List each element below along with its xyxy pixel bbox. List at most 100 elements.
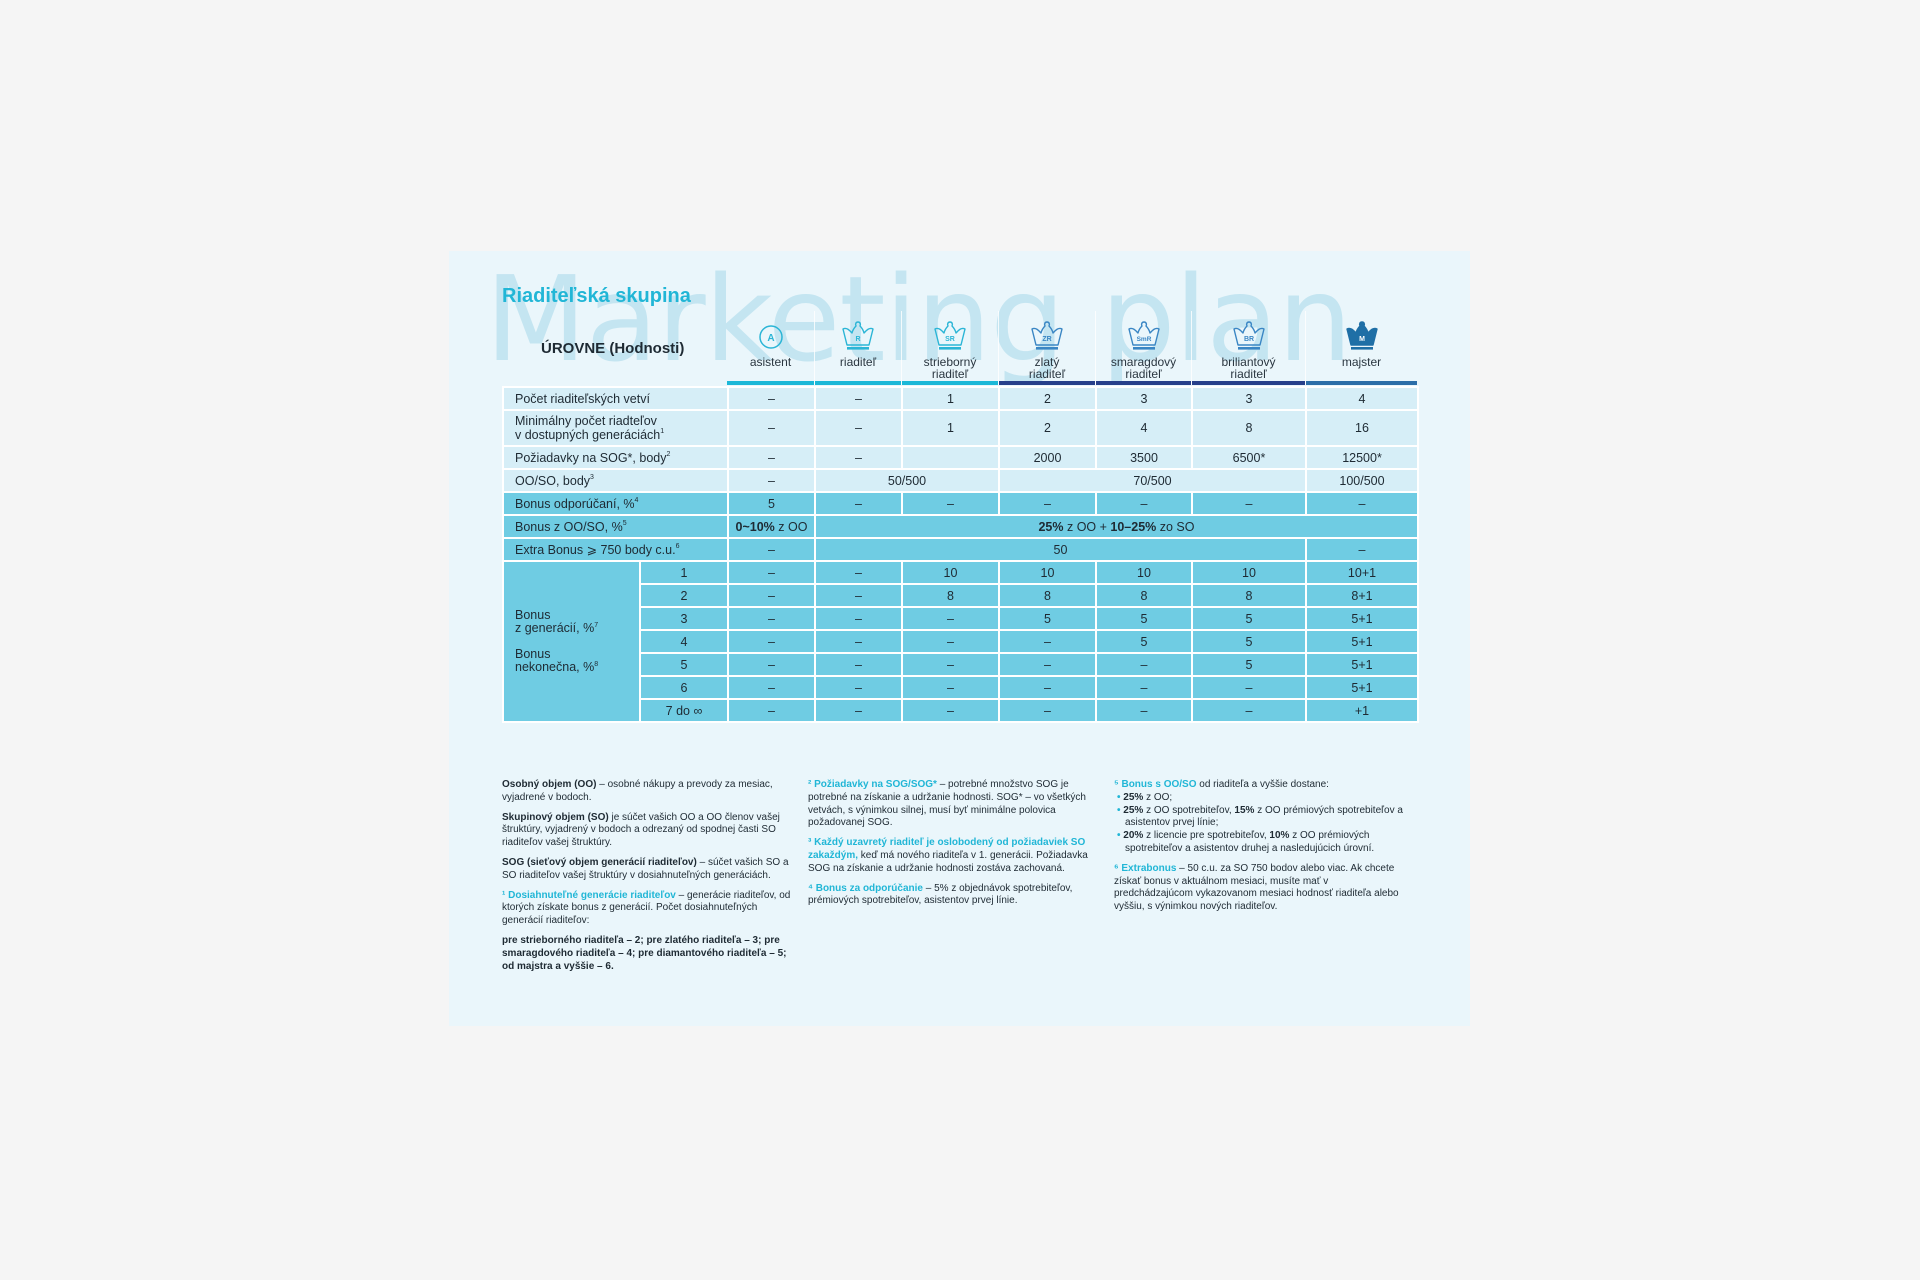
footnote-text: je súčet vašich OO a OO členov vašej štr… — [502, 811, 780, 849]
svg-text:R: R — [855, 336, 860, 343]
table-cell: – — [727, 583, 816, 608]
table-cell: 4 — [1305, 386, 1419, 411]
table-cell: – — [1191, 675, 1307, 700]
footnote-text: z OO prémiových spotrebiteľov a asistent… — [1125, 804, 1403, 829]
table-cell: – — [814, 606, 903, 631]
table-cell: 1 — [901, 386, 1000, 411]
table-cell: – — [814, 652, 903, 677]
table-cell: – — [727, 606, 816, 631]
footnote-heading: ¹ Dosiahnuteľné generácie riaditeľov — [502, 889, 676, 901]
level-bar — [1096, 381, 1191, 385]
crown-icon: R — [842, 321, 874, 350]
table-cell: 10 — [1095, 560, 1193, 585]
table-row: Bonus z OO/SO, %5 0~10% z OO 25% z OO + 10… — [502, 514, 1419, 539]
table-cell: – — [998, 698, 1097, 723]
marketing-plan-table: Počet riaditeľských vetví – –1 2 3 3 4 Minimáln… — [502, 386, 1419, 723]
text: z OO — [774, 519, 808, 534]
footnote-term: pre strieborného riaditeľa – 2; pre zlat… — [502, 934, 787, 972]
level-bar — [727, 381, 814, 385]
footnote-term: 20% — [1123, 830, 1144, 842]
footnote-term: Osobný objem (OO) — [502, 779, 597, 790]
table-cell: 2 — [998, 386, 1097, 411]
footnote-ref: 1 — [660, 428, 665, 435]
table-cell: 8 — [1191, 583, 1307, 608]
level-name: majster — [1341, 355, 1382, 369]
table-cell: – — [814, 445, 903, 470]
footnote-text: – 5% z objednávok spotrebiteľov, prémiov… — [808, 882, 1073, 907]
table-cell: – — [727, 675, 816, 700]
footnote-text: z licencie pre spotrebiteľov, — [1143, 830, 1270, 842]
footnote-ref: 3 — [590, 473, 594, 481]
table-row: Minimálny počet riadteľov v dostupných g… — [502, 409, 1419, 447]
row-label: Bonus z OO/SO, %5 — [502, 514, 729, 539]
footnote-text: od riaditeľa a vyššie dostane: — [1196, 779, 1329, 790]
crown-icon: SmR — [1127, 321, 1160, 350]
table-cell: – — [901, 675, 1000, 700]
table-cell: 8+1 — [1305, 583, 1419, 608]
table-cell: 5+1 — [1305, 652, 1419, 677]
row-label: Extra Bonus ⩾ 750 body c.u.6 — [502, 537, 729, 562]
level-5: BR briliantový riaditeľ — [1191, 311, 1305, 385]
table-cell: – — [901, 491, 1000, 516]
row-label: OO/SO, body3 — [502, 468, 729, 493]
table-cell: 10 — [1191, 560, 1307, 585]
table-cell: 8 — [901, 583, 1000, 608]
row-label-text: Minimálny počet riadteľov v dostupných g… — [515, 414, 661, 442]
table-row: Požiadavky na SOG*, body2– –2000 3500 6500*… — [502, 445, 1419, 470]
footnote-ref: 2 — [666, 450, 671, 458]
table-cell: – — [901, 652, 1000, 677]
level-name: smaragdový riaditeľ — [1110, 355, 1177, 381]
table-cell: 25% z OO + 10–25% zo SO — [814, 514, 1419, 539]
generation-number: 1 — [639, 560, 729, 585]
table-cell: 0~10% z OO — [727, 514, 816, 539]
table-cell: 8 — [1191, 409, 1307, 447]
generation-bonus-label: Bonus z generácií, % — [515, 608, 595, 635]
table-cell: 5 — [727, 491, 816, 516]
level-name: briliantový riaditeľ — [1221, 355, 1276, 381]
table-cell: 3 — [1191, 386, 1307, 411]
table-cell: 5 — [1095, 629, 1193, 654]
generation-row: 3– – –5 5 5 5+1 — [503, 606, 1419, 631]
table-cell: – — [1095, 675, 1193, 700]
footnote-heading: ⁶ Extrabonus — [1114, 862, 1177, 874]
table-cell: – — [814, 675, 903, 700]
table-cell: – — [901, 606, 1000, 631]
footnote-text: – generácie riaditeľov, od ktorých získa… — [502, 889, 791, 927]
footnote-term: 25% — [1123, 791, 1144, 803]
generation-row: Bonus z generácií, %7 Bonus nekonečna, %8… — [502, 560, 1419, 723]
generation-number: 6 — [639, 675, 729, 700]
row-label: Minimálny počet riadteľov v dostupných g… — [502, 409, 729, 447]
footnote-text: – potrebné množstvo SOG je potrebné na z… — [808, 779, 1086, 829]
table-cell: – — [998, 652, 1097, 677]
text: z OO + — [1063, 519, 1111, 534]
table-row: OO/SO, body3–50/500 70/500 100/500 — [502, 468, 1419, 493]
footnote-term: SOG (sieťový objem generácií riaditeľov) — [502, 856, 697, 868]
table-cell: 4 — [1095, 409, 1193, 447]
table-cell: 50 — [814, 537, 1307, 562]
table-cell: 100/500 — [1305, 468, 1419, 493]
footnote-ref: 5 — [622, 519, 627, 527]
level-2: SR strieborný riaditeľ — [901, 311, 998, 385]
svg-text:M: M — [1359, 336, 1365, 343]
footnote-term: 15% — [1234, 804, 1255, 816]
bold-text: 0~10% — [735, 519, 775, 534]
table-cell: 3 — [1095, 386, 1193, 411]
table-cell: – — [814, 698, 903, 723]
row-label-text: Bonus z OO/SO, % — [515, 519, 623, 534]
table-cell: 1 — [901, 409, 1000, 447]
table-cell: 3500 — [1095, 445, 1193, 470]
table-cell: 5 — [1191, 629, 1307, 654]
table-cell: 2 — [998, 409, 1097, 447]
crown-icon: ZR — [1031, 321, 1063, 350]
table-cell: – — [1095, 698, 1193, 723]
row-label-text: Extra Bonus ⩾ 750 body c.u. — [515, 542, 676, 557]
svg-text:ZR: ZR — [1042, 336, 1051, 343]
level-3: ZR zlatý riaditeľ — [998, 311, 1095, 385]
level-name: strieborný riaditeľ — [923, 355, 977, 381]
row-label: Bonus odporúčaní, %4 — [502, 491, 729, 516]
bold-text: 10–25% — [1110, 519, 1157, 534]
table-cell: +1 — [1305, 698, 1419, 723]
